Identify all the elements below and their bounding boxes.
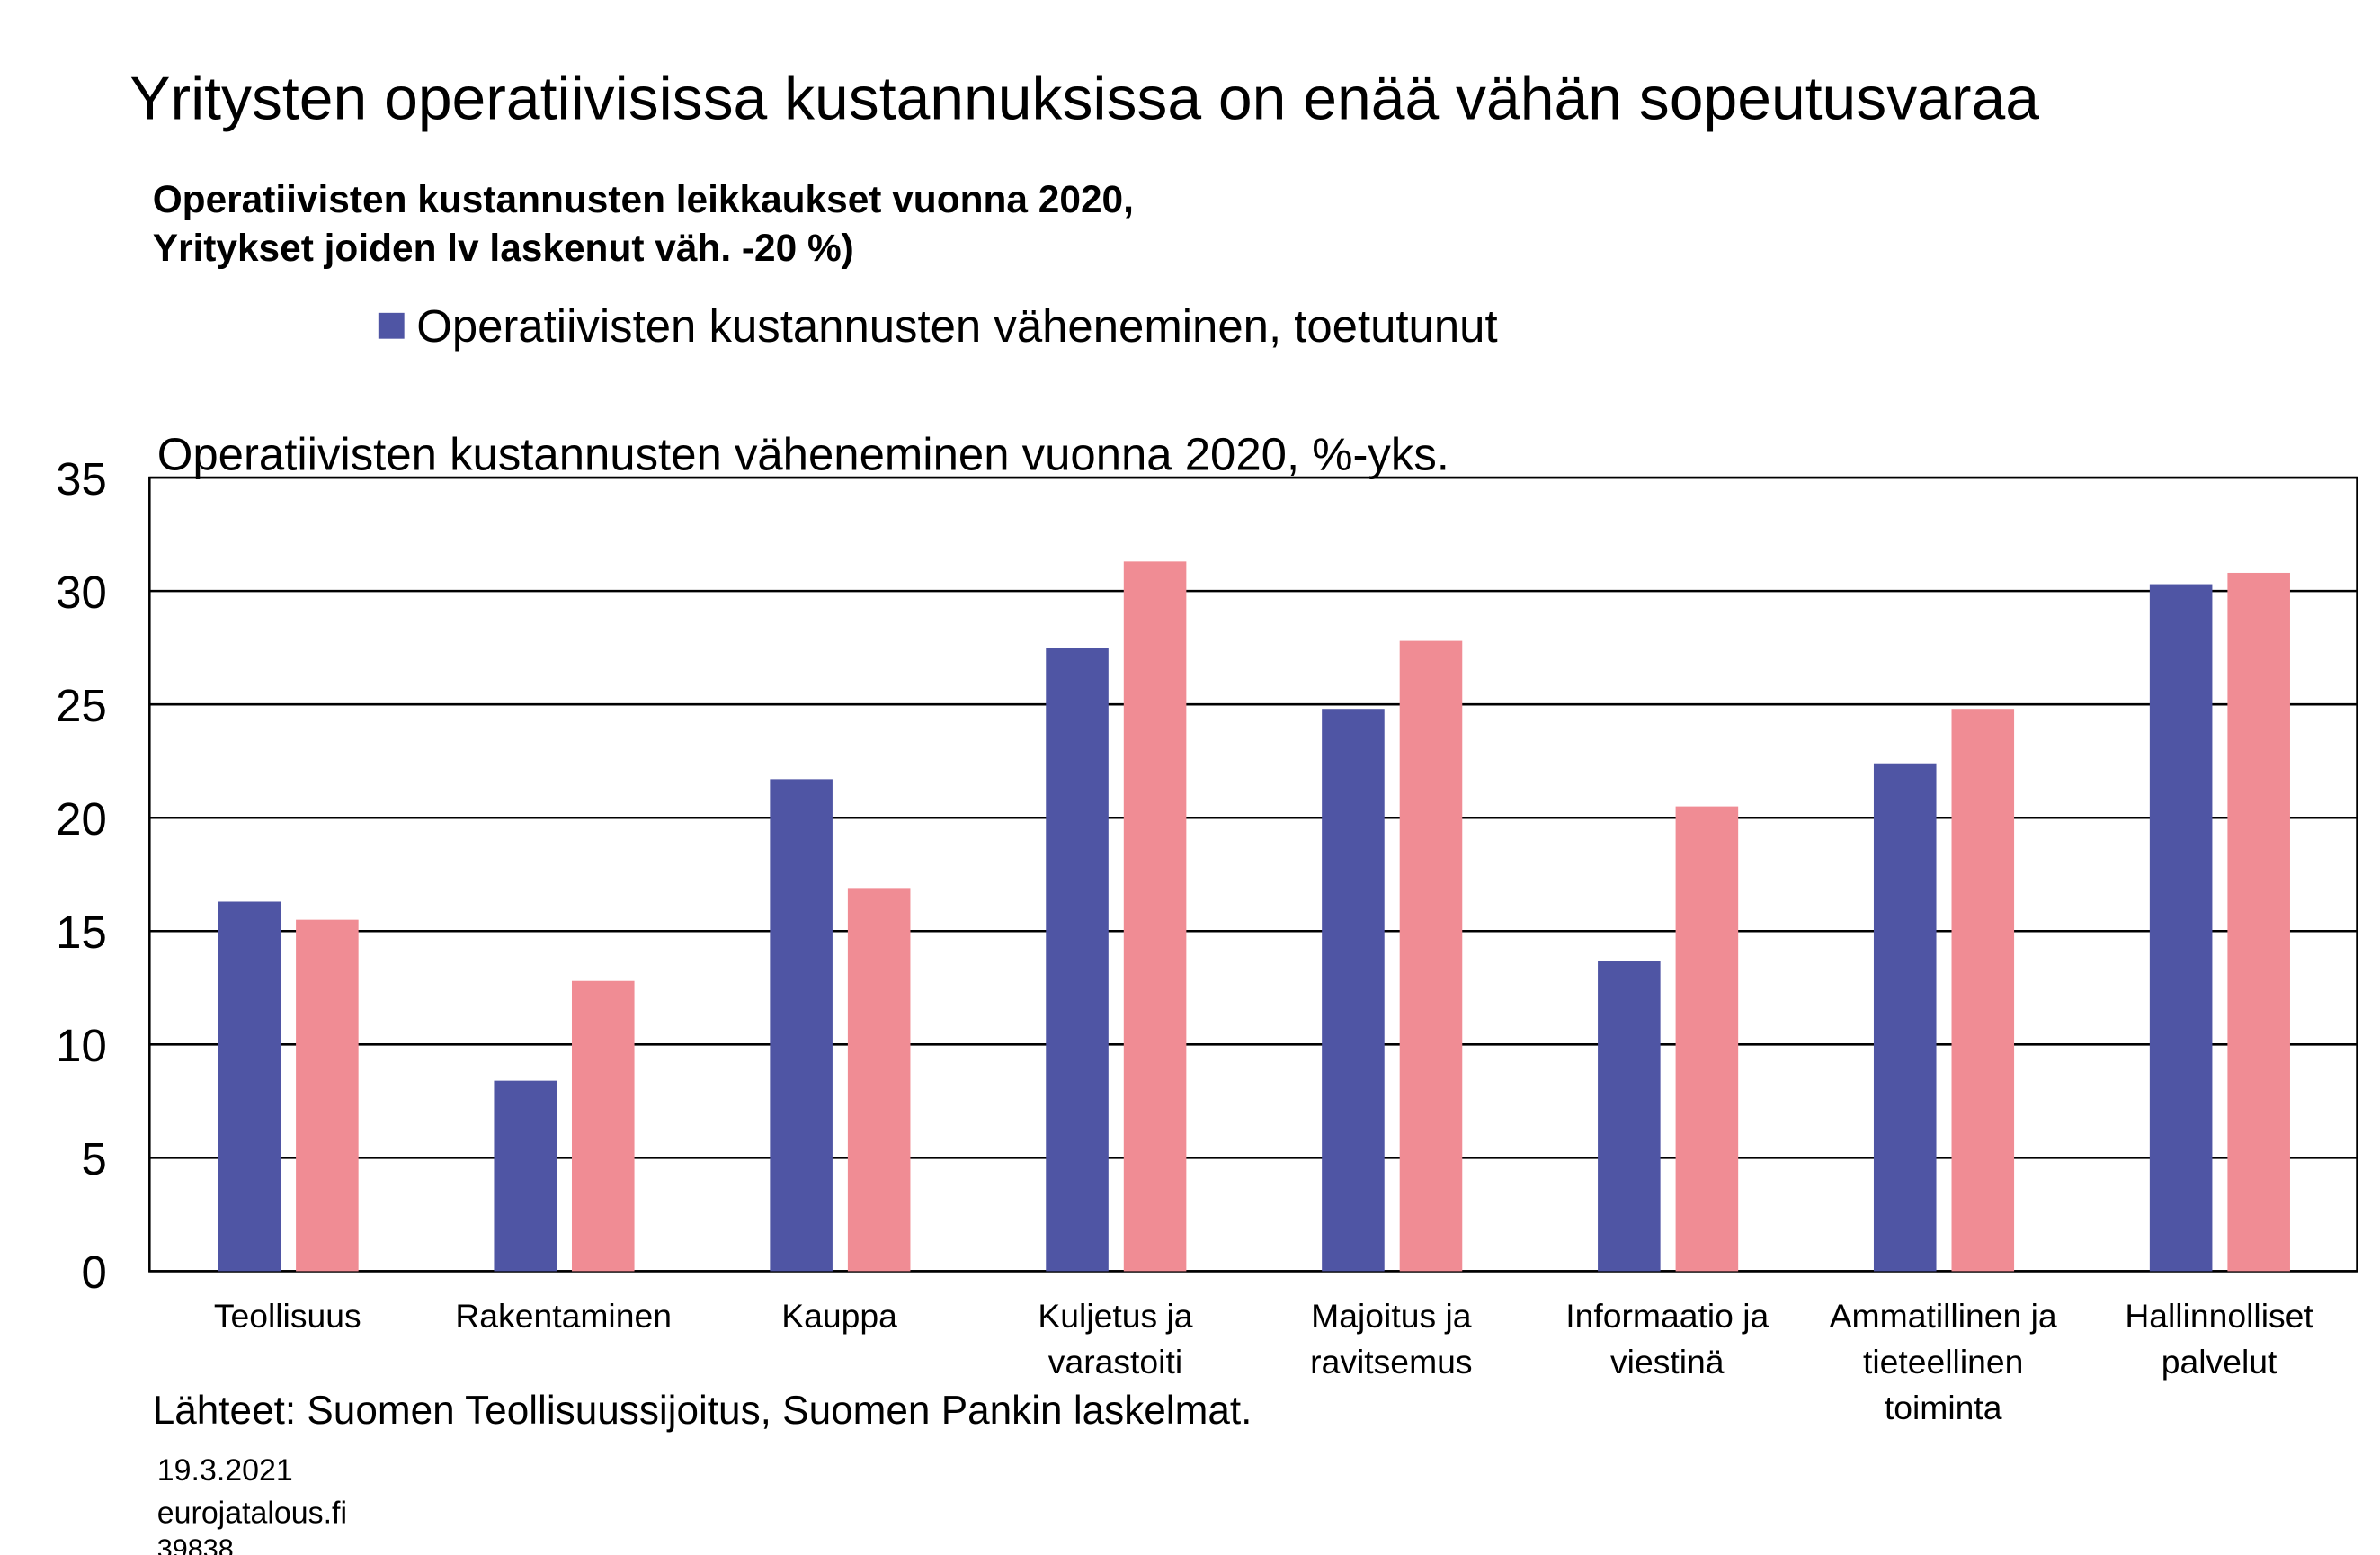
y-tick-label: 30 bbox=[56, 567, 107, 618]
bar bbox=[2149, 584, 2213, 1272]
date: 19.3.2021 bbox=[157, 1453, 293, 1488]
x-tick-label: Majoitus ja ravitsemus bbox=[1310, 1297, 1472, 1381]
x-tick-label: Ammatillinen ja tieteellinen toiminta bbox=[1830, 1297, 2057, 1426]
y-tick-label: 20 bbox=[56, 793, 107, 845]
x-tick-label: Rakentaminen bbox=[455, 1297, 672, 1335]
bar bbox=[1123, 561, 1187, 1272]
legend-swatch bbox=[378, 312, 405, 339]
bar bbox=[1399, 640, 1463, 1272]
bar bbox=[296, 919, 359, 1272]
x-tick-label: Kuljetus ja varastoiti bbox=[1038, 1297, 1192, 1381]
bar bbox=[770, 779, 833, 1272]
y-tick-label: 35 bbox=[56, 453, 107, 505]
bar bbox=[218, 901, 281, 1272]
bar bbox=[571, 980, 635, 1272]
x-tick-label: Informaatio ja viestinä bbox=[1565, 1297, 1769, 1381]
bar bbox=[1951, 709, 2015, 1272]
subtitle: Operatiivisten kustannusten leikkaukset … bbox=[153, 178, 1134, 220]
bar bbox=[494, 1080, 557, 1272]
x-tick-label: Teollisuus bbox=[214, 1297, 361, 1335]
subtitle: Yritykset joiden lv laskenut väh. -20 %) bbox=[153, 227, 854, 269]
bar bbox=[1322, 709, 1385, 1272]
plot-frame bbox=[148, 476, 2358, 1273]
source: Lähteet: Suomen Teollisuussijoitus, Suom… bbox=[153, 1389, 1252, 1433]
y-tick-label: 25 bbox=[56, 680, 107, 731]
chart-id: 39838 bbox=[157, 1533, 234, 1555]
legend-label: Operatiivisten kustannusten väheneminen,… bbox=[416, 300, 1497, 352]
y-tick-label: 10 bbox=[56, 1020, 107, 1071]
y-axis-label: Operatiivisten kustannusten väheneminen … bbox=[157, 429, 1449, 480]
bar bbox=[1598, 961, 1661, 1272]
y-tick-label: 5 bbox=[81, 1133, 106, 1184]
bar bbox=[847, 888, 911, 1272]
bar bbox=[1046, 648, 1109, 1272]
bar bbox=[1873, 763, 1937, 1272]
x-tick-label: Hallinnolliset palvelut bbox=[2125, 1297, 2313, 1381]
y-tick-label: 0 bbox=[81, 1247, 106, 1298]
site: eurojatalous.fi bbox=[157, 1496, 347, 1530]
bar bbox=[2227, 572, 2290, 1272]
bar bbox=[1675, 806, 1739, 1272]
x-tick-label: Kauppa bbox=[781, 1297, 897, 1335]
y-tick-label: 15 bbox=[56, 907, 107, 958]
chart-title: Yritysten operatiivisissa kustannuksissa… bbox=[129, 65, 2039, 132]
